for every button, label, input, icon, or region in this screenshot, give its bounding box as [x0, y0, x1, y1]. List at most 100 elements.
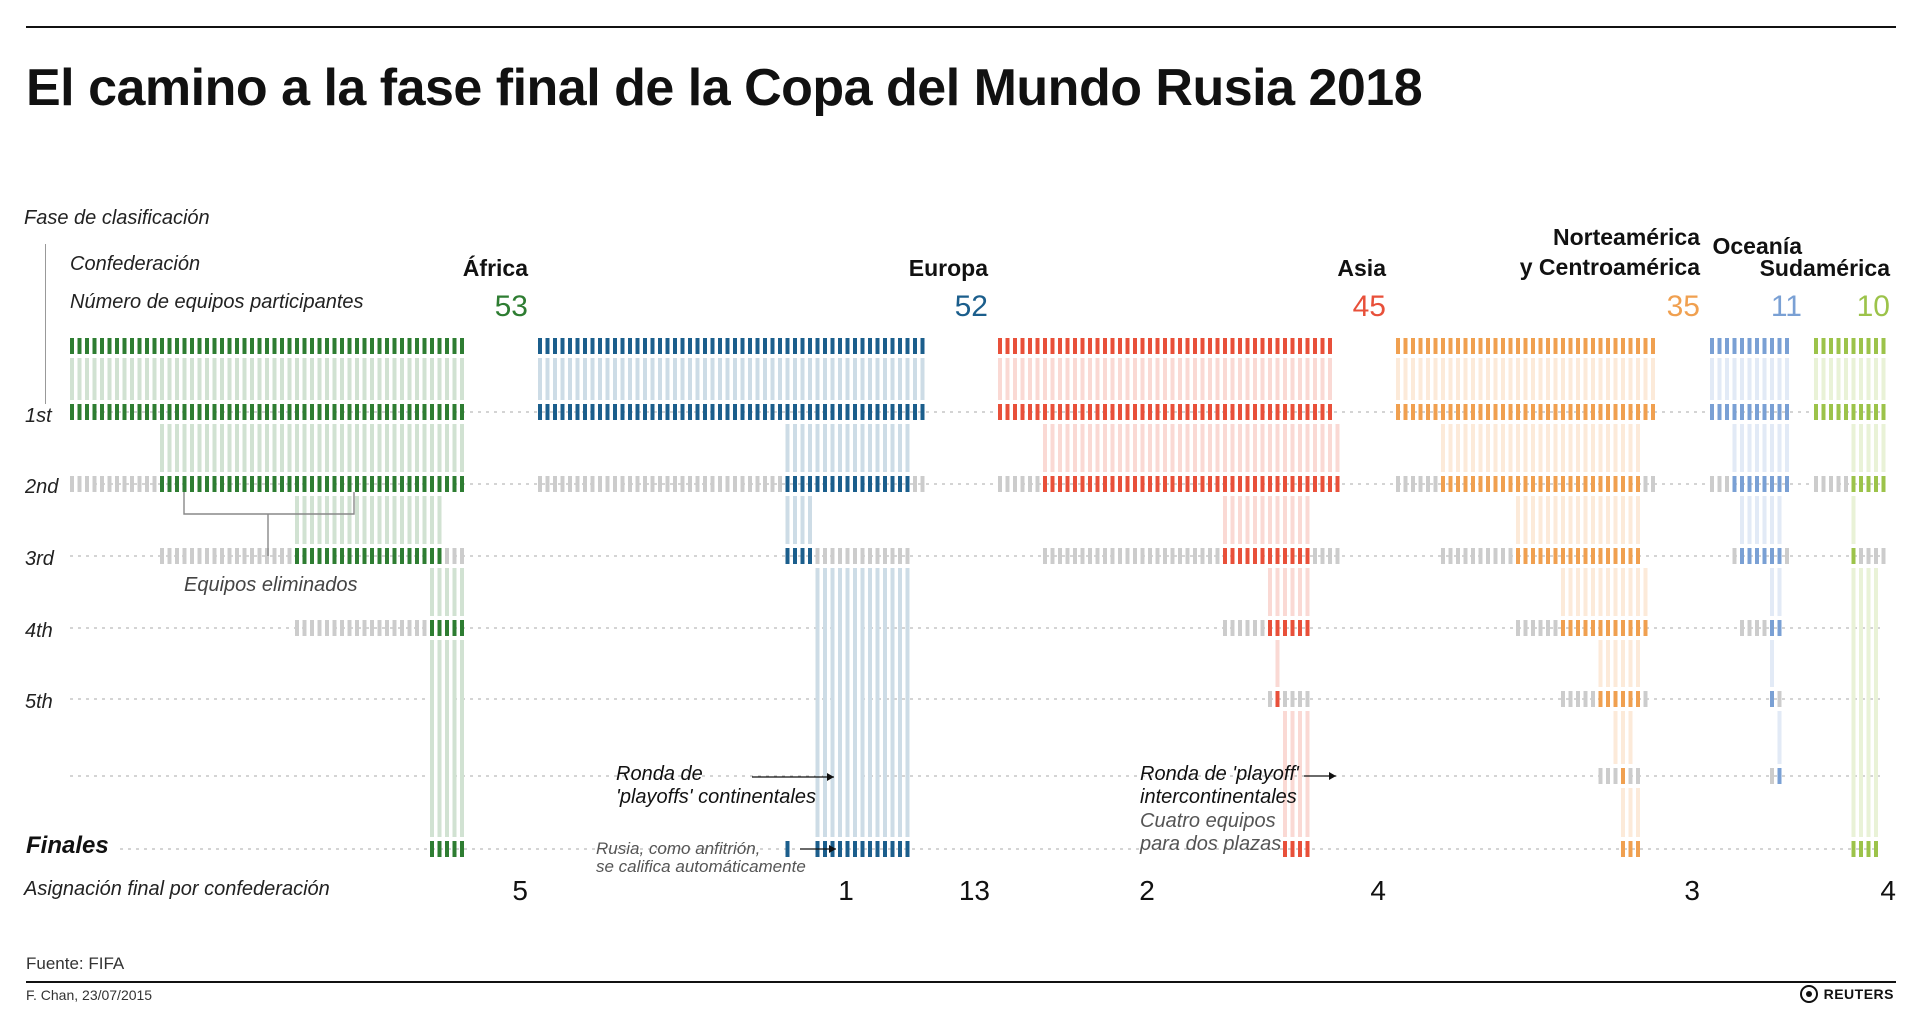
advancing-bar — [377, 548, 382, 564]
team-bar — [845, 338, 850, 354]
eliminated-bar — [1230, 620, 1235, 636]
team-bar — [643, 338, 647, 354]
path-bar — [332, 424, 337, 472]
advancing-bar — [437, 404, 442, 420]
path-bar — [1110, 424, 1115, 472]
russia-line1: Rusia, como anfitrión, — [596, 839, 761, 858]
advancing-bar — [853, 476, 857, 492]
advancing-bar — [1463, 404, 1468, 420]
advancing-bar — [152, 404, 157, 420]
team-bar-light — [1463, 358, 1468, 400]
advancing-bar — [583, 404, 587, 420]
path-bar — [175, 424, 179, 472]
team-bar — [1762, 338, 1767, 354]
path-bar — [1851, 496, 1856, 544]
team-bar-light — [1821, 358, 1826, 400]
eliminated-bar — [1028, 476, 1032, 492]
team-bar — [92, 338, 97, 354]
advancing-bar — [1591, 548, 1595, 564]
team-bar-light — [1866, 358, 1871, 400]
advancing-bar — [1747, 548, 1752, 564]
team-bar-light — [1208, 358, 1212, 400]
advancing-bar — [755, 404, 760, 420]
team-bar — [1732, 338, 1737, 354]
team-bar-light — [920, 358, 925, 400]
team-bar-light — [1073, 358, 1077, 400]
team-bar — [1133, 338, 1137, 354]
team-bar-light — [1238, 358, 1242, 400]
team-bar — [665, 338, 670, 354]
eliminated-bar — [1747, 620, 1752, 636]
team-bar — [227, 338, 232, 354]
advancing-bar — [1245, 404, 1250, 420]
advancing-bar — [280, 476, 284, 492]
team-bar-light — [718, 358, 722, 400]
team-bar — [1851, 338, 1856, 354]
advancing-bar — [175, 476, 179, 492]
eliminated-bar — [1298, 691, 1302, 707]
path-bar — [898, 424, 902, 472]
team-bar-light — [265, 358, 269, 400]
advancing-bar — [1651, 404, 1655, 420]
team-bar-light — [1200, 358, 1205, 400]
advancing-bar — [115, 404, 119, 420]
team-bar-light — [545, 358, 550, 400]
advancing-bar — [1290, 404, 1295, 420]
team-bar — [1418, 338, 1423, 354]
team-bar-light — [257, 358, 262, 400]
advancing-bar — [92, 404, 97, 420]
team-bar-light — [815, 358, 820, 400]
extra-allocation-value: 2 — [1139, 875, 1155, 906]
confederation-label: Confederación — [70, 253, 201, 275]
eliminated-bar — [545, 476, 550, 492]
team-bar-light — [1755, 358, 1759, 400]
eliminated-bar — [1140, 548, 1145, 564]
team-bar — [1486, 338, 1490, 354]
team-bar-light — [1508, 358, 1513, 400]
path-bar — [793, 496, 797, 544]
path-to-finals-bar — [452, 640, 457, 837]
advancing-bar — [1785, 404, 1789, 420]
path-bar — [325, 496, 329, 544]
advancing-bar — [1118, 404, 1122, 420]
eliminated-bar — [1829, 476, 1833, 492]
eliminated-bar — [1755, 620, 1759, 636]
team-bar — [212, 338, 217, 354]
team-bar — [77, 338, 82, 354]
team-bar — [575, 338, 580, 354]
eliminated-bar — [1628, 768, 1633, 784]
confederation-name: Norteamérica — [1553, 224, 1700, 250]
path-to-finals-bar — [875, 568, 880, 837]
advancing-bar — [605, 404, 610, 420]
advancing-bar — [1531, 548, 1535, 564]
advancing-bar — [100, 404, 104, 420]
advancing-bar — [1777, 620, 1782, 636]
advancing-bar — [875, 476, 880, 492]
advancing-bar — [1516, 404, 1520, 420]
eliminated-bar — [673, 476, 677, 492]
advancing-bar — [613, 404, 617, 420]
team-bar — [1088, 338, 1092, 354]
advancing-bar — [658, 404, 662, 420]
advancing-bar — [1859, 404, 1863, 420]
path-bar — [1185, 424, 1190, 472]
advancing-bar — [1523, 404, 1528, 420]
team-bar-light — [1531, 358, 1535, 400]
team-bar — [190, 338, 194, 354]
advancing-bar — [1643, 404, 1648, 420]
team-bar — [1493, 338, 1498, 354]
four-teams-line2: para dos plazas — [1140, 833, 1282, 855]
path-bar — [1043, 424, 1047, 472]
team-bar-light — [1013, 358, 1017, 400]
russia-annotation: Rusia, como anfitrión, se califica autom… — [596, 840, 806, 876]
team-bar — [1080, 338, 1085, 354]
path-bar — [1740, 496, 1744, 544]
team-bar-light — [1133, 358, 1137, 400]
advancing-bar — [430, 404, 434, 420]
path-bar — [265, 424, 269, 472]
eliminated-bar — [1185, 548, 1190, 564]
finals-bar — [1283, 841, 1287, 857]
team-bar — [785, 338, 790, 354]
team-bar-light — [1140, 358, 1145, 400]
path-to-finals-bar — [1298, 711, 1302, 837]
